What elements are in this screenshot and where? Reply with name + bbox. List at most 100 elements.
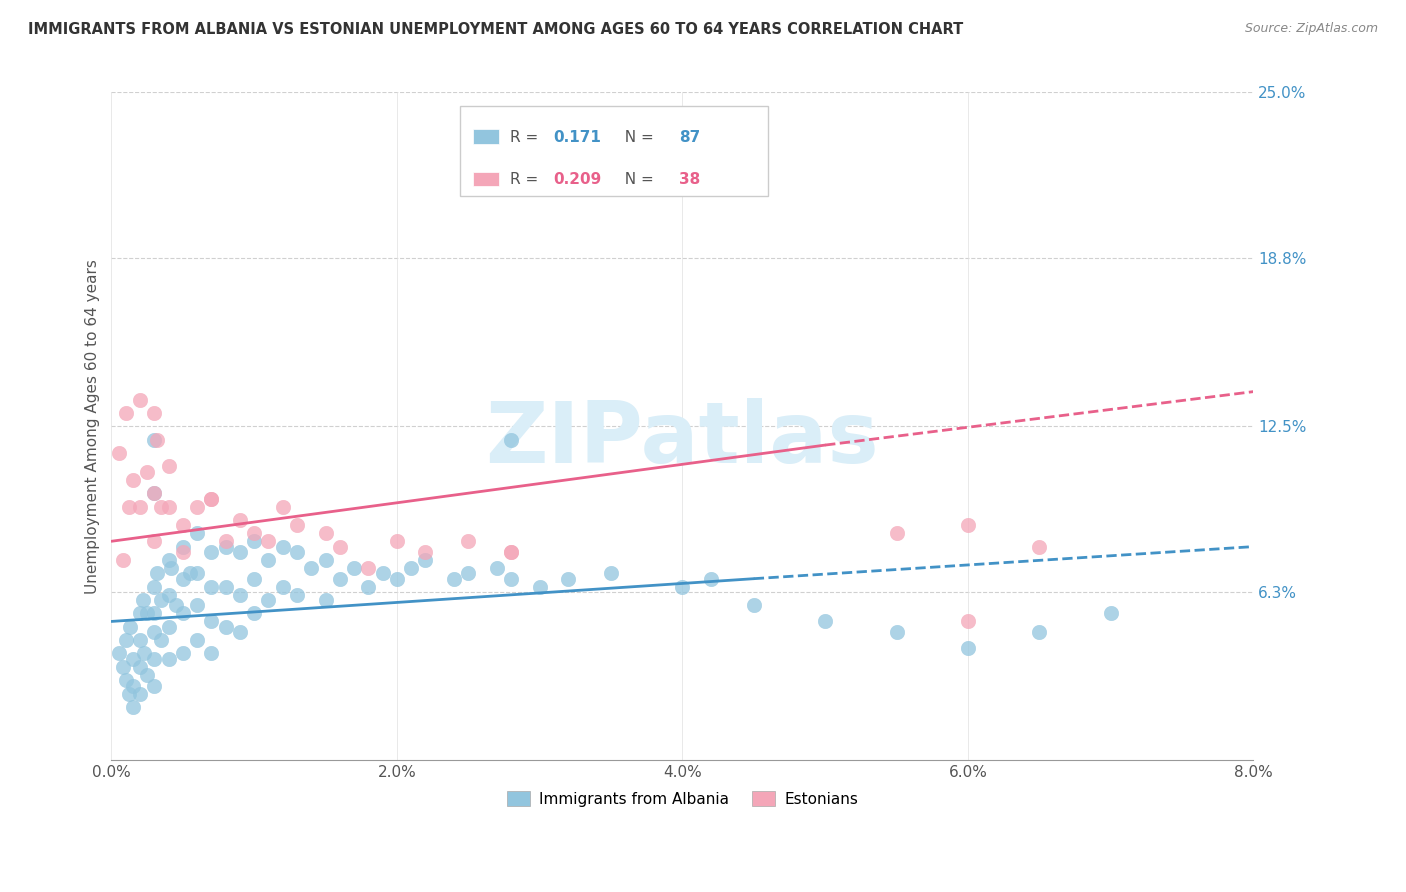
Text: 38: 38 — [679, 172, 700, 187]
Point — [529, 580, 551, 594]
Point — [172, 545, 194, 559]
Point — [415, 545, 437, 559]
Point — [229, 625, 252, 640]
Point — [886, 625, 908, 640]
Point — [146, 433, 169, 447]
Point — [172, 607, 194, 621]
Point — [200, 615, 222, 629]
Point — [557, 572, 579, 586]
Point — [329, 572, 352, 586]
Point — [143, 652, 166, 666]
Point — [134, 647, 156, 661]
Point — [114, 633, 136, 648]
Point — [814, 615, 837, 629]
Point — [136, 465, 159, 479]
Point — [186, 599, 208, 613]
Point — [114, 673, 136, 688]
Point — [129, 607, 152, 621]
Point — [143, 486, 166, 500]
Point — [214, 580, 236, 594]
Point — [229, 588, 252, 602]
Point — [243, 607, 266, 621]
Point — [886, 526, 908, 541]
Point — [214, 620, 236, 634]
Point — [1099, 607, 1122, 621]
Point — [243, 534, 266, 549]
FancyBboxPatch shape — [474, 129, 499, 144]
Point — [172, 540, 194, 554]
Point — [150, 633, 173, 648]
Point — [443, 572, 465, 586]
Text: 0.171: 0.171 — [554, 129, 602, 145]
Point — [357, 580, 380, 594]
Legend: Immigrants from Albania, Estonians: Immigrants from Albania, Estonians — [501, 785, 865, 813]
Point — [111, 553, 134, 567]
Text: N =: N = — [614, 172, 658, 187]
Point — [700, 572, 723, 586]
Point — [200, 491, 222, 506]
Point — [1028, 540, 1050, 554]
Point — [143, 486, 166, 500]
FancyBboxPatch shape — [460, 106, 768, 196]
Point — [357, 561, 380, 575]
Point — [186, 500, 208, 514]
Point — [172, 518, 194, 533]
Point — [150, 593, 173, 607]
Point — [121, 652, 143, 666]
Point — [143, 607, 166, 621]
Point — [200, 545, 222, 559]
Point — [117, 687, 139, 701]
Point — [107, 446, 129, 460]
Point — [143, 580, 166, 594]
Point — [271, 500, 294, 514]
Point — [956, 641, 979, 656]
Point — [186, 633, 208, 648]
Point — [157, 620, 180, 634]
Text: 0.209: 0.209 — [554, 172, 602, 187]
Point — [129, 500, 152, 514]
Point — [214, 534, 236, 549]
Point — [243, 526, 266, 541]
Text: R =: R = — [510, 172, 543, 187]
Point — [200, 580, 222, 594]
Point — [157, 459, 180, 474]
Point — [129, 633, 152, 648]
Point — [485, 561, 508, 575]
Point — [214, 540, 236, 554]
Point — [229, 513, 252, 527]
Point — [165, 599, 187, 613]
Point — [257, 534, 280, 549]
Point — [285, 545, 308, 559]
Point — [257, 553, 280, 567]
Point — [501, 545, 523, 559]
Point — [315, 526, 337, 541]
Point — [114, 406, 136, 420]
Point — [172, 647, 194, 661]
Point — [157, 652, 180, 666]
Text: ZIPatlas: ZIPatlas — [485, 398, 879, 481]
Point — [129, 687, 152, 701]
Point — [160, 561, 183, 575]
Point — [956, 518, 979, 533]
Point — [243, 572, 266, 586]
Point — [117, 500, 139, 514]
Point — [129, 392, 152, 407]
Point — [107, 647, 129, 661]
Point — [111, 660, 134, 674]
Point — [172, 572, 194, 586]
Point — [157, 553, 180, 567]
Point — [329, 540, 352, 554]
Point — [415, 553, 437, 567]
Point — [742, 599, 765, 613]
Point — [671, 580, 693, 594]
Point — [385, 534, 408, 549]
Point — [271, 580, 294, 594]
Point — [143, 625, 166, 640]
Point — [271, 540, 294, 554]
Point — [956, 615, 979, 629]
Point — [229, 545, 252, 559]
Point — [1028, 625, 1050, 640]
Text: 87: 87 — [679, 129, 700, 145]
Point — [146, 566, 169, 581]
Point — [179, 566, 201, 581]
